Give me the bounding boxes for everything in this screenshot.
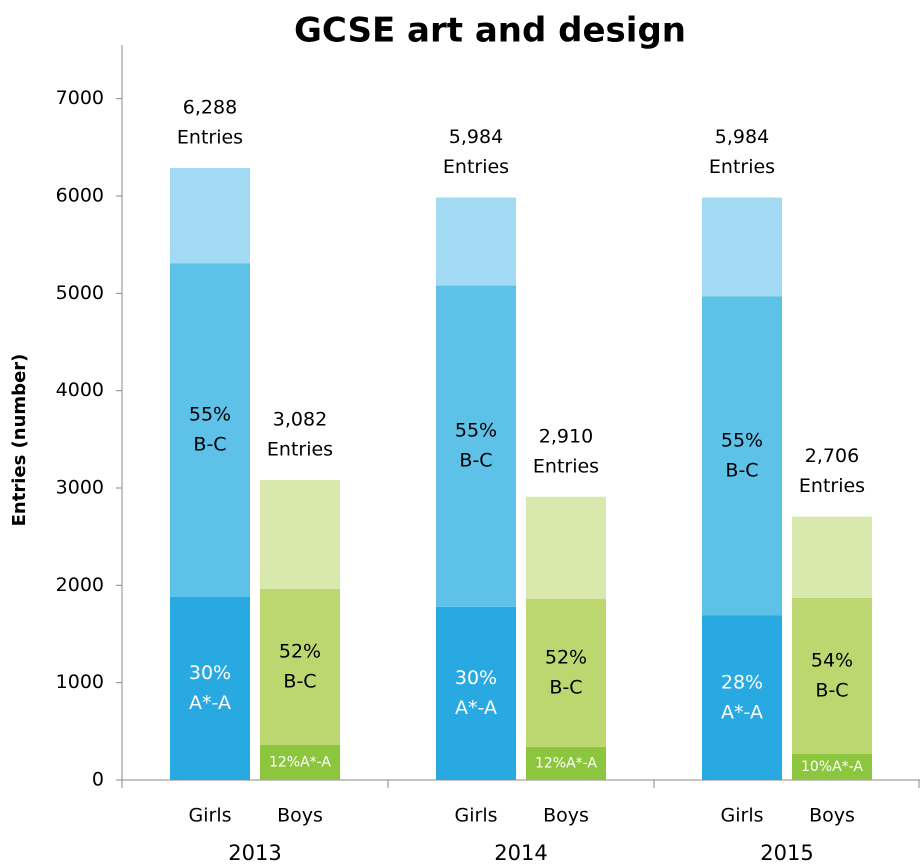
bar-segment xyxy=(170,597,250,780)
segment-percent: 52% xyxy=(545,646,587,668)
segment-label: 12%A*-A xyxy=(269,754,331,770)
total-unit: Entries xyxy=(443,156,509,178)
segment-percent: 12% xyxy=(269,754,300,770)
bar-segment xyxy=(792,516,872,598)
group-label: 2013 xyxy=(228,841,281,865)
bar-segment xyxy=(792,753,872,780)
y-tick-label: 0 xyxy=(92,769,104,791)
segment-percent: 55% xyxy=(455,420,497,442)
segment-name: B-C xyxy=(283,670,316,692)
x-tick-label: Girls xyxy=(455,805,498,827)
x-tick-label: Boys xyxy=(277,805,323,827)
total-unit: Entries xyxy=(799,475,865,497)
segment-name: A*-A xyxy=(566,755,597,771)
bar-segment xyxy=(260,588,340,745)
segment-name: B-C xyxy=(549,676,582,698)
segment-name: B-C xyxy=(815,679,848,701)
bar-segment xyxy=(260,480,340,589)
group-label: 2014 xyxy=(494,841,547,865)
group-label: 2015 xyxy=(760,841,813,865)
segment-name: A*-A xyxy=(455,697,497,719)
bar-segment xyxy=(170,167,250,264)
segment-percent: 55% xyxy=(721,429,763,451)
bar-segment xyxy=(170,263,250,598)
bar-segment xyxy=(526,746,606,780)
segment-name: A*-A xyxy=(832,759,863,775)
total-unit: Entries xyxy=(533,455,599,477)
chart-title: GCSE art and design xyxy=(294,11,686,51)
x-tick-label: Boys xyxy=(809,805,855,827)
bar-segment xyxy=(436,606,516,780)
x-tick-label: Boys xyxy=(543,805,589,827)
bar-segment xyxy=(436,197,516,286)
segment-name: A*-A xyxy=(300,754,331,770)
segment-percent: 10% xyxy=(801,759,832,775)
total-unit: Entries xyxy=(267,439,333,461)
total-unit: Entries xyxy=(709,156,775,178)
segment-percent: 55% xyxy=(189,404,231,426)
y-tick-label: 3000 xyxy=(56,477,104,499)
segment-percent: 30% xyxy=(189,662,231,684)
total-unit: Entries xyxy=(177,126,243,148)
segment-name: B-C xyxy=(459,450,492,472)
segment-name: A*-A xyxy=(189,692,231,714)
bar-segment xyxy=(526,598,606,747)
segment-name: A*-A xyxy=(721,701,763,723)
segment-percent: 52% xyxy=(279,640,321,662)
segment-name: B-C xyxy=(193,434,226,456)
y-tick-label: 4000 xyxy=(56,379,104,401)
y-tick-label: 7000 xyxy=(56,87,104,109)
x-tick-label: Girls xyxy=(721,805,764,827)
bar-segment xyxy=(702,197,782,297)
segment-label: 10%A*-A xyxy=(801,759,863,775)
segment-name: B-C xyxy=(725,459,758,481)
segment-percent: 30% xyxy=(455,667,497,689)
y-axis-label: Entries (number) xyxy=(9,354,30,527)
y-tick-label: 1000 xyxy=(56,671,104,693)
total-label: 3,082 xyxy=(273,409,327,431)
segment-label: 12%A*-A xyxy=(535,755,597,771)
total-label: 2,910 xyxy=(539,425,593,447)
bar-segment xyxy=(792,597,872,754)
segment-percent: 12% xyxy=(535,755,566,771)
y-tick-label: 2000 xyxy=(56,574,104,596)
segment-percent: 54% xyxy=(811,649,853,671)
y-tick-label: 5000 xyxy=(56,282,104,304)
bar-segment xyxy=(702,296,782,616)
total-label: 5,984 xyxy=(449,126,503,148)
y-tick-label: 6000 xyxy=(56,185,104,207)
x-tick-label: Girls xyxy=(189,805,232,827)
bar-segment xyxy=(526,496,606,599)
bar-segment xyxy=(702,615,782,780)
segment-percent: 28% xyxy=(721,671,763,693)
bar-segment xyxy=(260,744,340,780)
total-label: 2,706 xyxy=(805,445,859,467)
total-label: 5,984 xyxy=(715,126,769,148)
total-label: 6,288 xyxy=(183,96,237,118)
bar-segment xyxy=(436,285,516,607)
